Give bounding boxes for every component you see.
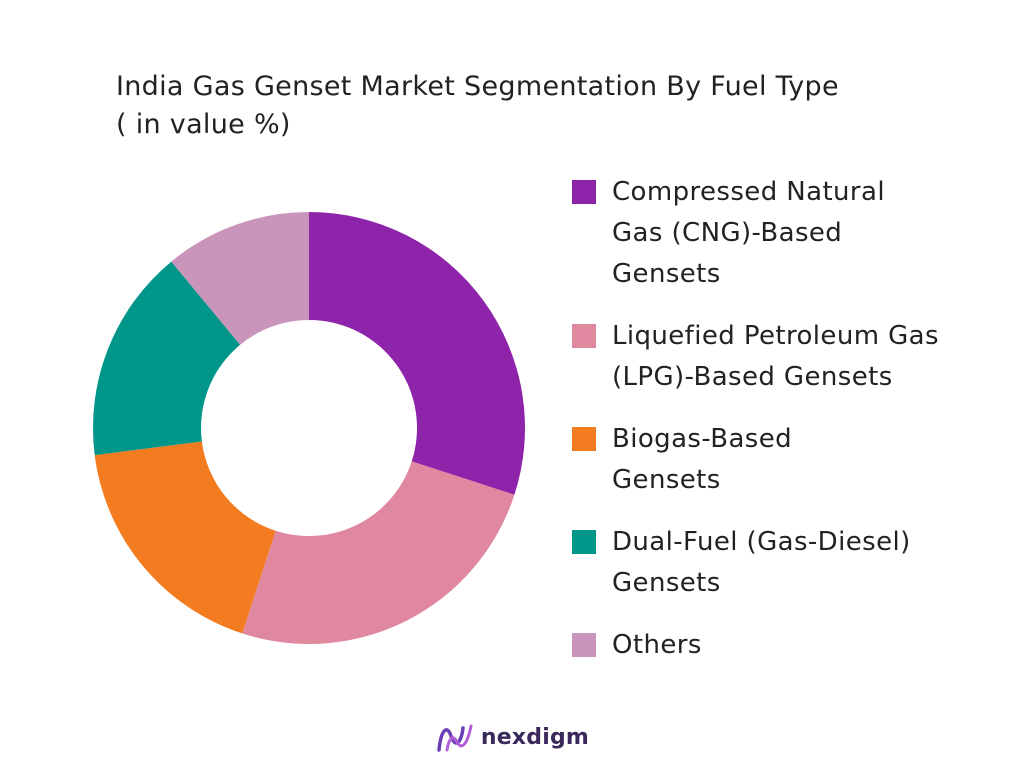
chart-title: India Gas Genset Market Segmentation By … — [116, 68, 996, 144]
donut-slice-4 — [93, 261, 241, 456]
brand-footer: nexdigm — [0, 720, 1024, 754]
legend-item-1: Compressed Natural Gas (CNG)-Based Gensets — [572, 172, 1012, 295]
legend-label-3: Biogas-Based Gensets — [612, 424, 793, 495]
brand-logo: nexdigm — [435, 720, 589, 754]
chart-title-main: India Gas Genset Market Segmentation By … — [116, 71, 839, 102]
legend-item-5: Others — [572, 625, 1012, 666]
legend-label-1: Compressed Natural Gas (CNG)-Based Gensets — [612, 177, 885, 289]
legend-label-2: Liquefied Petroleum Gas (LPG)-Based Gense… — [612, 321, 939, 392]
legend-swatch-2 — [572, 324, 596, 348]
brand-name: nexdigm — [480, 724, 590, 750]
donut-slice-3 — [94, 441, 276, 634]
donut-chart — [93, 212, 525, 644]
chart-legend: Compressed Natural Gas (CNG)-Based Gensets… — [572, 172, 1012, 687]
legend-swatch-1 — [572, 180, 596, 204]
legend-swatch-5 — [572, 633, 596, 657]
legend-item-2: Liquefied Petroleum Gas (LPG)-Based Gense… — [572, 316, 1012, 398]
legend-label-4: Dual-Fuel (Gas-Diesel) Gensets — [612, 527, 911, 598]
nexdigm-logo-icon — [437, 724, 473, 752]
legend-item-3: Biogas-Based Gensets — [572, 419, 1012, 501]
donut-slice-1 — [309, 212, 525, 495]
donut-slice-2 — [242, 461, 515, 644]
legend-item-4: Dual-Fuel (Gas-Diesel) Gensets — [572, 522, 1012, 604]
donut-slice-5 — [171, 212, 309, 345]
chart-subtitle: ( in value %) — [116, 109, 291, 140]
legend-swatch-3 — [572, 427, 596, 451]
legend-label-5: Others — [612, 630, 702, 660]
legend-swatch-4 — [572, 530, 596, 554]
